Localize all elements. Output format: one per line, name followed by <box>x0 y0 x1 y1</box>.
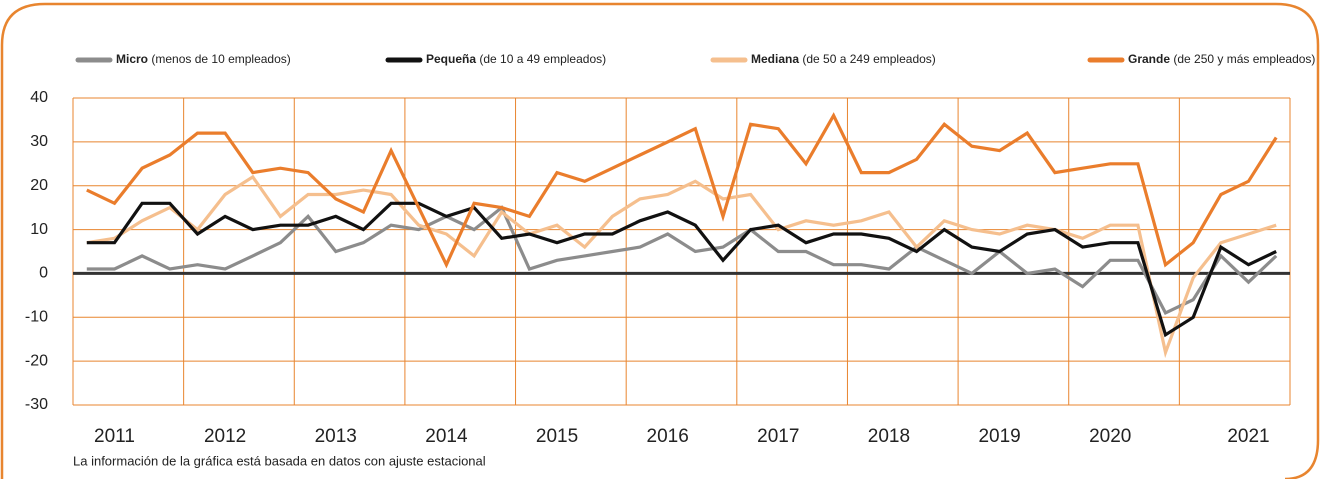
x-tick-label: 2020 <box>1089 426 1131 447</box>
y-tick-label: 20 <box>30 177 48 194</box>
x-tick-label: 2018 <box>868 426 910 447</box>
y-tick-label: -10 <box>25 309 48 326</box>
legend-label: Pequeña (de 10 a 49 empleados) <box>426 52 606 66</box>
line <box>86 205 1278 316</box>
y-tick-label: -20 <box>25 352 48 369</box>
legend-name: Grande <box>1128 52 1170 66</box>
x-tick-label: 2021 <box>1227 426 1269 447</box>
legend-label: Mediana (de 50 a 249 empleados) <box>751 52 936 66</box>
legend-name: Pequeña <box>426 52 476 66</box>
legend-description: (menos de 10 empleados) <box>151 52 290 66</box>
y-tick-label: 10 <box>30 221 48 238</box>
x-tick-label: 2019 <box>978 426 1020 447</box>
y-tick-label: -30 <box>25 396 48 413</box>
line <box>86 201 1277 338</box>
note: La información de la gráfica está basada… <box>73 453 486 468</box>
x-tick-label: 2012 <box>204 426 246 447</box>
y-tick-label: 0 <box>39 265 48 282</box>
x-tick-label: 2014 <box>425 426 468 447</box>
y-tick-label: 40 <box>30 89 48 106</box>
legend-label: Grande (de 250 y más empleados) <box>1128 52 1315 66</box>
x-tick-label: 2016 <box>647 426 689 447</box>
legend-description: (de 10 a 49 empleados) <box>479 52 606 66</box>
x-tick-label: 2015 <box>536 426 578 447</box>
line <box>86 112 1278 269</box>
legend-name: Micro <box>116 52 148 66</box>
line <box>86 174 1277 359</box>
x-tick-label: 2017 <box>757 426 799 447</box>
legend-description: (de 250 y más empleados) <box>1173 52 1315 66</box>
x-tick-label: 2013 <box>315 426 357 447</box>
x-tick-label: 2011 <box>94 426 135 447</box>
legend-description: (de 50 a 249 empleados) <box>802 52 935 66</box>
legend-label: Micro (menos de 10 empleados) <box>116 52 291 66</box>
legend-name: Mediana <box>751 52 799 66</box>
y-tick-label: 30 <box>30 133 48 150</box>
